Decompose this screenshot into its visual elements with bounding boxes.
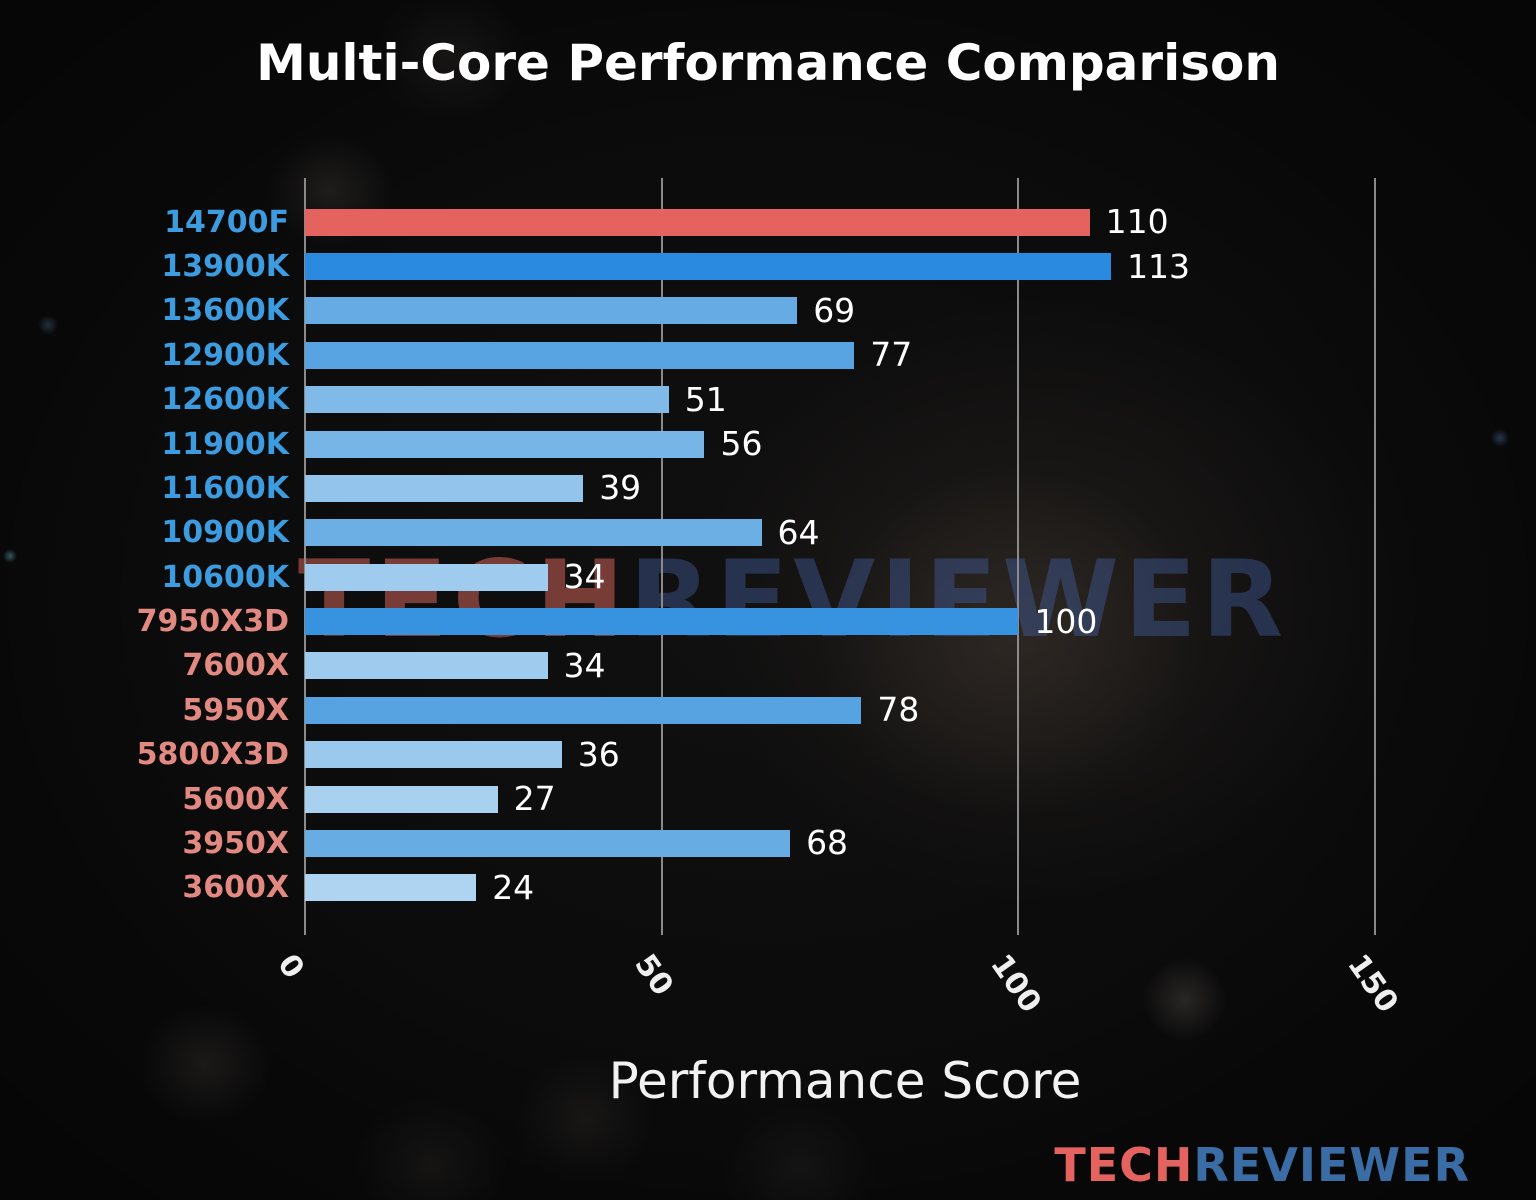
bar (305, 519, 762, 547)
bar (305, 208, 1090, 236)
gridline (1017, 178, 1020, 935)
bar-row: 13900K 113 (161, 246, 1395, 286)
value-label: 24 (492, 867, 535, 907)
bar-rows: 14700F 110 13900K 113 13600K 69 12900K 77 12600K… (137, 200, 1395, 910)
value-label: 34 (563, 557, 606, 597)
bar-row: 5950X 78 (182, 690, 1395, 730)
x-tick-label: 100 (983, 948, 1049, 1020)
category-label: 12900K (161, 337, 289, 373)
bar (305, 253, 1112, 281)
bar (305, 652, 548, 680)
techreviewer-logo: TECHREVIEWER (1054, 1138, 1470, 1192)
value-label: 69 (813, 290, 856, 330)
value-label: 113 (1127, 246, 1191, 286)
bar-row: 12900K 77 (161, 335, 1395, 375)
category-label: 14700F (164, 204, 289, 240)
bar-row: 3600X 24 (182, 867, 1395, 907)
category-label: 10600K (161, 559, 289, 595)
logo-tech-text: TECH (1054, 1138, 1194, 1192)
bar-row: 11900K 56 (161, 424, 1395, 464)
bar (305, 563, 548, 591)
watermark-reviewer-text: REVIEWER (629, 538, 1289, 661)
bar (305, 696, 862, 724)
bar-row: 10900K 64 (161, 512, 1395, 552)
plot-area: 14700F 110 13900K 113 13600K 69 12900K 77 12600K… (137, 178, 1395, 935)
bar-row: 3950X 68 (182, 823, 1395, 863)
bar-row: 11600K 39 (161, 468, 1395, 508)
bar (305, 608, 1019, 636)
bar (305, 874, 477, 902)
value-label: 39 (599, 468, 642, 508)
category-label: 5800X3D (136, 737, 289, 773)
x-axis-ticks: 0 50 100 150 (270, 948, 1405, 1058)
x-tick-label: 50 (626, 948, 680, 1003)
value-label: 68 (806, 823, 849, 863)
value-label: 27 (513, 779, 556, 819)
category-label: 13900K (161, 249, 289, 285)
value-label: 77 (870, 335, 913, 375)
value-label: 78 (877, 690, 920, 730)
category-label: 13600K (161, 293, 289, 329)
category-label: 11600K (161, 470, 289, 506)
bar-row: 10600K 34 (161, 557, 1395, 597)
value-label: 36 (577, 734, 620, 774)
value-label: 64 (777, 512, 820, 552)
bar (305, 785, 498, 813)
value-label: 100 (1034, 601, 1098, 641)
category-label: 5950X (182, 692, 289, 728)
category-label: 3950X (182, 825, 289, 861)
value-label: 51 (684, 379, 727, 419)
x-tick-label: 150 (1340, 948, 1405, 1020)
bar-row: 5600X 27 (182, 779, 1395, 819)
watermark-tech-text: TECH (298, 538, 630, 661)
x-tick-label: 0 (270, 948, 311, 986)
gridline (1374, 178, 1376, 935)
category-label: 7600X (182, 648, 289, 684)
category-label: 7950X3D (136, 604, 289, 640)
value-label: 56 (720, 424, 763, 464)
bar-row: 7600X 34 (182, 645, 1395, 685)
value-label: 34 (563, 645, 606, 685)
chart-title: Multi-Core Performance Comparison (256, 34, 1280, 92)
bar (305, 341, 855, 369)
bar-row: 5800X3D 36 (137, 734, 1395, 774)
category-label: 12600K (161, 382, 289, 418)
bar (305, 829, 791, 857)
value-label: 110 (1105, 202, 1169, 242)
category-label: 11900K (161, 426, 289, 462)
logo-reviewer-text: REVIEWER (1193, 1138, 1470, 1192)
bar-row: 14700F 110 (164, 202, 1395, 242)
bar (305, 741, 562, 769)
bar-row: 7950X3D 100 (137, 601, 1395, 641)
gridline (304, 178, 306, 935)
gridline (660, 178, 663, 935)
bar (305, 430, 705, 458)
category-label: 5600X (182, 781, 289, 817)
bar (305, 297, 798, 325)
watermark: TECHREVIEWER (298, 538, 1288, 661)
bar (305, 474, 584, 502)
category-label: 3600X (182, 870, 289, 906)
bar-row: 12600K 51 (161, 379, 1395, 419)
bar-row: 13600K 69 (161, 290, 1395, 330)
bar (305, 386, 669, 414)
category-label: 10900K (161, 515, 289, 551)
x-axis-label: Performance Score (608, 1052, 1082, 1110)
